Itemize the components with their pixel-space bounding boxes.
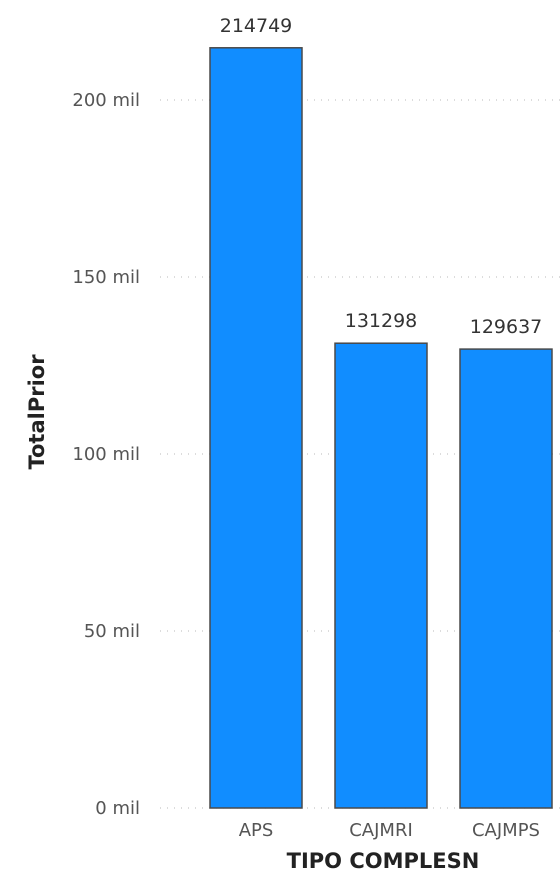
bars [209,47,553,809]
bar-cajmps[interactable] [459,348,553,809]
y-axis-title: TotalPrior [25,354,49,470]
y-axis-ticks: 0 mil 50 mil 100 mil 150 mil 200 mil [72,90,140,819]
x-tick-label: CAJMRI [349,820,413,841]
x-axis-title: TIPO COMPLESN [287,849,480,873]
y-tick-label: 50 mil [84,621,140,642]
y-tick-label: 100 mil [72,444,140,465]
y-tick-label: 200 mil [72,90,140,111]
data-labels: 214749 131298 129637 [220,15,543,338]
data-label: 129637 [470,316,543,338]
bar-cajmri[interactable] [334,342,428,809]
y-tick-label: 150 mil [72,267,140,288]
data-label: 214749 [220,15,293,37]
bar-aps[interactable] [209,47,303,809]
data-label: 131298 [345,310,418,332]
x-axis-ticks: APS CAJMRI CAJMPS [239,820,540,841]
y-tick-label: 0 mil [95,798,140,819]
x-tick-label: CAJMPS [472,820,540,841]
x-tick-label: APS [239,820,274,841]
